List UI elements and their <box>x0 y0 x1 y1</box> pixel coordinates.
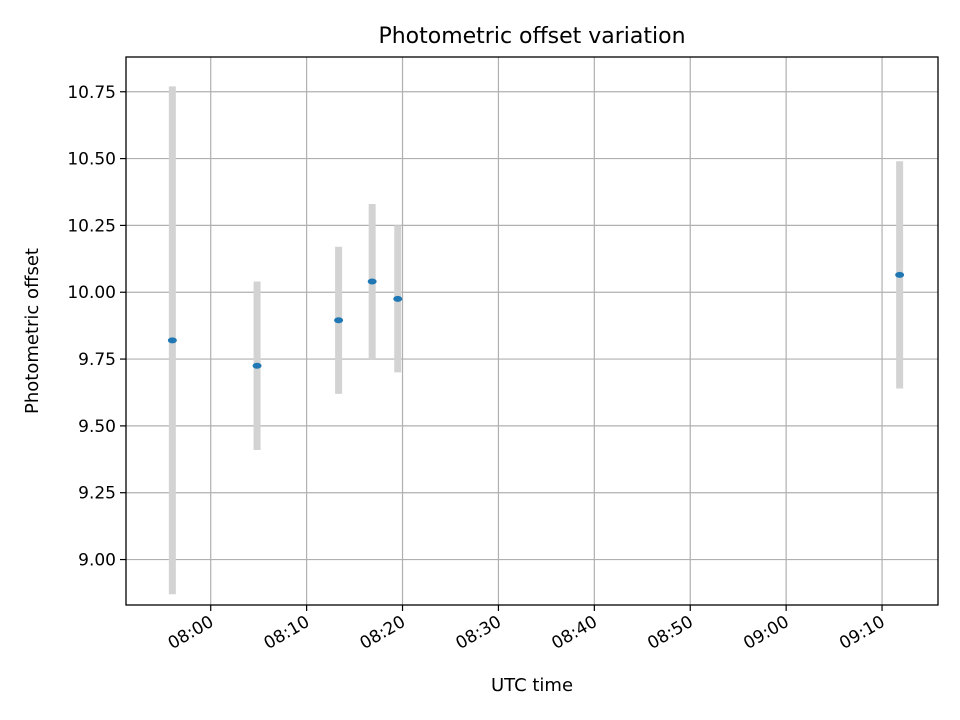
x-tick-label: 08:40 <box>548 612 600 654</box>
y-tick-label: 10.50 <box>67 150 116 170</box>
x-tick-label: 08:00 <box>165 612 217 654</box>
data-point <box>393 295 403 302</box>
x-tick-label: 08:20 <box>357 612 409 654</box>
data-point <box>367 278 377 285</box>
chart-title: Photometric offset variation <box>378 24 685 49</box>
data-point <box>167 337 177 344</box>
data-point <box>895 271 905 278</box>
data-point <box>334 317 344 324</box>
y-axis: 9.00 9.25 9.50 9.75 10.00 10.25 10.50 10.75 <box>67 83 126 571</box>
x-tick-label: 08:10 <box>261 612 313 654</box>
y-tick-label: 9.75 <box>78 350 116 370</box>
y-tick-label: 10.00 <box>67 283 116 303</box>
error-bars <box>168 86 904 595</box>
x-tick-label: 08:30 <box>452 612 504 654</box>
x-tick-label: 08:50 <box>644 612 696 654</box>
plot-area <box>125 56 939 606</box>
y-tick-label: 10.25 <box>67 216 116 236</box>
y-axis-label: Photometric offset <box>22 248 43 414</box>
x-tick-label: 09:00 <box>740 612 792 654</box>
y-tick-label: 10.75 <box>67 83 116 103</box>
x-axis-label: UTC time <box>491 675 573 696</box>
y-tick-label: 9.50 <box>78 417 116 437</box>
x-axis: 08:00 08:10 08:20 08:30 08:40 08:50 09:00 09:10 <box>165 605 889 654</box>
data-point <box>252 362 262 369</box>
grid <box>126 57 938 605</box>
y-tick-label: 9.25 <box>78 484 116 504</box>
x-tick-label: 09:10 <box>836 612 888 654</box>
y-tick-label: 9.00 <box>78 551 116 571</box>
data-points <box>167 271 905 369</box>
